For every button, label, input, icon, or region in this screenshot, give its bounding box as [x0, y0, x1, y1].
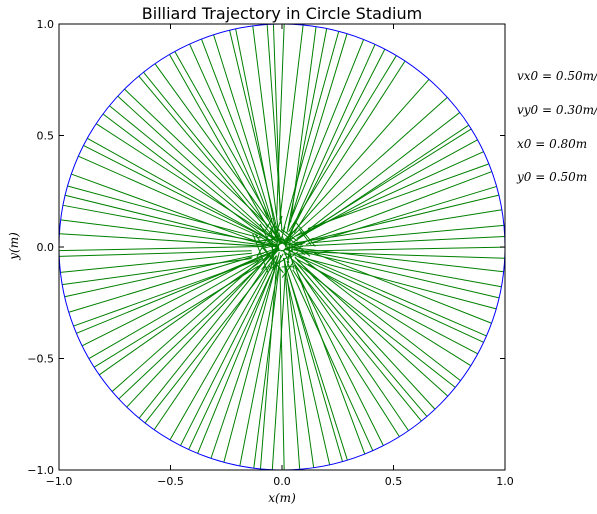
- y-tick-label: −1.0: [27, 464, 54, 477]
- trajectory-segment: [119, 253, 274, 399]
- trajectory-segment: [294, 266, 421, 422]
- trajectory-segment: [127, 254, 270, 407]
- trajectory-segment: [287, 49, 385, 240]
- x-tick-label: −0.5: [157, 475, 184, 488]
- center-marker: [279, 244, 284, 249]
- trajectory-segment: [59, 247, 262, 251]
- y-tick-label: 1.0: [37, 18, 55, 31]
- trajectory-segment: [288, 250, 487, 336]
- trajectory-segment: [297, 112, 459, 238]
- trajectory-segment: [155, 64, 269, 221]
- trajectory-segment: [308, 264, 471, 365]
- x-axis-label: x(m): [268, 491, 296, 505]
- y-tick-label: 0.5: [37, 130, 55, 143]
- trajectory-segment: [287, 34, 347, 234]
- trajectory-segment: [190, 44, 278, 240]
- trajectory-segment: [288, 274, 342, 462]
- trajectory-segment: [301, 172, 492, 244]
- y-tick-label: −0.5: [27, 353, 54, 366]
- y-axis-label: y(m): [7, 232, 21, 261]
- trajectory-segment: [283, 258, 347, 460]
- trajectory-segment: [89, 261, 258, 359]
- trajectory-segment: [277, 24, 285, 216]
- trajectory-center-segment: [277, 241, 282, 242]
- param-vy0: vy0 = 0.30m/s: [517, 103, 597, 117]
- trajectory-segment: [99, 256, 269, 375]
- trajectory-segment: [59, 234, 266, 247]
- trajectory-segment: [144, 72, 278, 238]
- x-tick-label: 1.0: [496, 475, 514, 488]
- y-tick-label: 0.0: [37, 241, 55, 254]
- x-tick-label: 0.5: [385, 475, 403, 488]
- trajectory-segment: [198, 256, 279, 454]
- trajectory-segment: [236, 29, 277, 236]
- trajectory-segment: [303, 247, 505, 251]
- trajectory-segment: [297, 140, 478, 239]
- trajectory-segment: [69, 257, 253, 313]
- trajectory-segment: [300, 252, 504, 259]
- trajectory-segment: [59, 251, 251, 257]
- param-y0: y0 = 0.50m: [517, 170, 587, 184]
- chart-title: Billiard Trajectory in Circle Stadium: [142, 4, 422, 23]
- trajectory-segment: [284, 258, 299, 469]
- trajectory-segment: [294, 255, 483, 342]
- trajectory-segment: [139, 76, 279, 243]
- param-x0: x0 = 0.80m: [517, 137, 587, 151]
- x-tick-label: 0.0: [273, 475, 291, 488]
- trajectory-segment: [287, 44, 375, 241]
- trajectory-segment: [71, 174, 267, 245]
- trajectory-segment: [139, 259, 266, 418]
- trajectory-segment: [284, 258, 313, 467]
- trajectory-segment: [109, 106, 277, 243]
- trajectory-segment: [294, 61, 405, 233]
- param-vx0: vx0 = 0.50m/s: [517, 69, 597, 83]
- trajectory-segment: [112, 259, 261, 391]
- trajectory-segment: [170, 265, 270, 439]
- trajectory-segment: [295, 257, 435, 409]
- trajectory-endpoint-segment: [304, 129, 471, 234]
